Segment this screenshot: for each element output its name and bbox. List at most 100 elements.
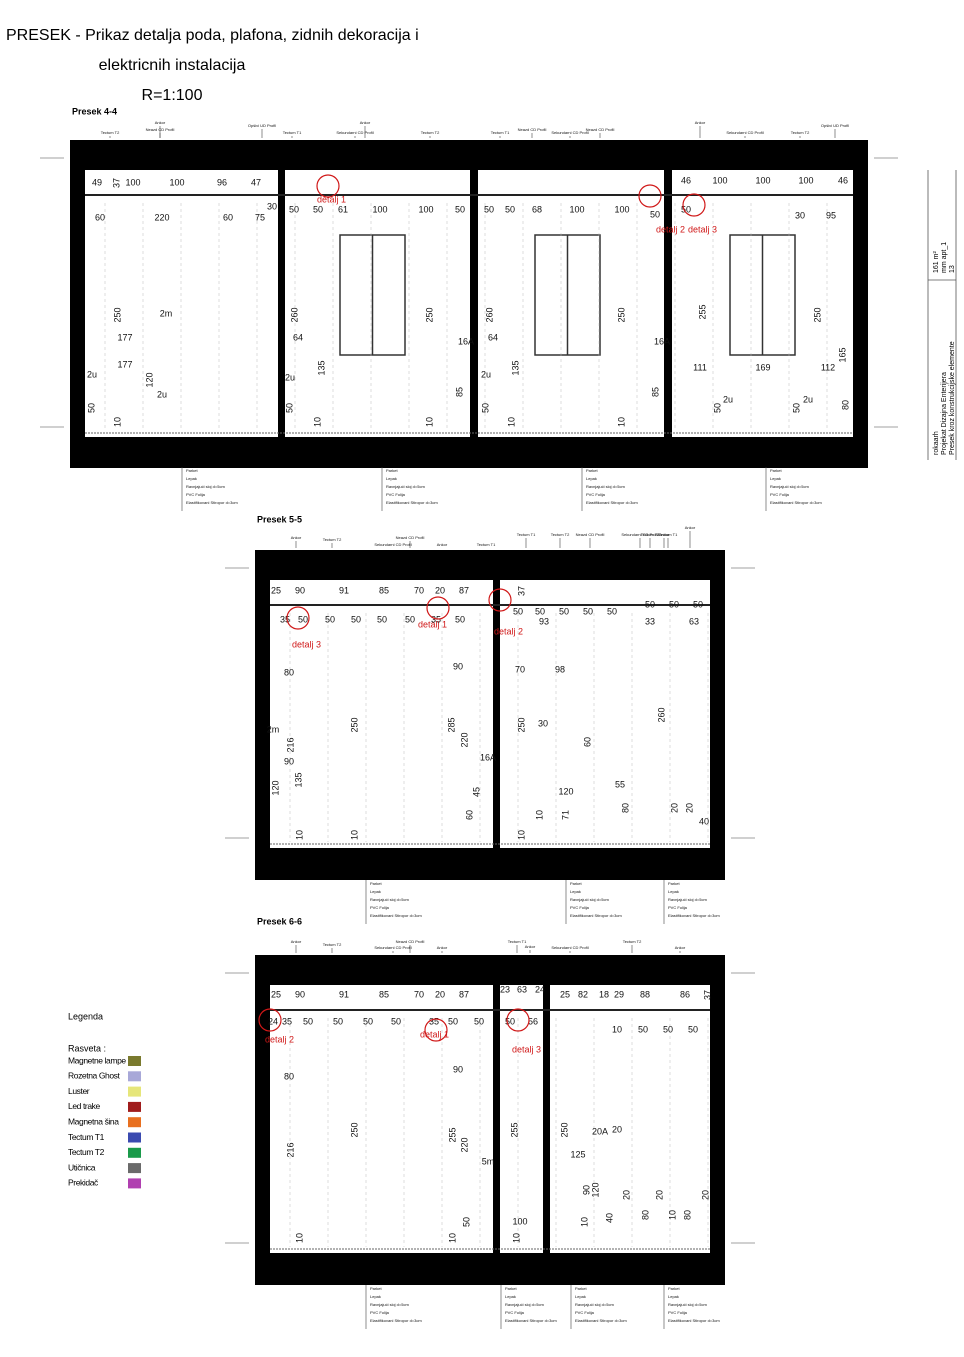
dimension-label: 80: [620, 803, 630, 813]
dimension-label: 80: [640, 1210, 650, 1220]
dimension-label: 10: [424, 417, 434, 427]
wall: [853, 140, 868, 468]
dimension-label: 220: [154, 212, 169, 222]
annotation: Ankor: [291, 535, 302, 540]
annotation: Tectum T2: [101, 130, 120, 135]
dimension-label: 16A: [480, 752, 496, 762]
dimension-label: 20: [669, 803, 679, 813]
dimension-label: 23: [500, 984, 510, 994]
dimension-label: 120: [144, 372, 154, 387]
legend-swatch: [128, 1056, 141, 1066]
legend-swatch: [128, 1117, 141, 1128]
dimension-label: 71: [560, 810, 570, 820]
dimension-label: 29: [614, 989, 624, 999]
dimension-label: 37: [702, 990, 712, 1000]
dimension-label: 10: [516, 830, 526, 840]
dimension-label: 2m: [267, 724, 280, 734]
floor-layer: Ravnjajući sloj d=5cm: [370, 1302, 409, 1307]
dimension-label: 37: [111, 178, 121, 188]
dimension-label: 82: [578, 989, 588, 999]
section-label: Presek 6-6: [257, 916, 302, 926]
dimension-label: 50: [535, 606, 545, 616]
floor-layer: Lepak: [505, 1294, 516, 1299]
dimension-label: 90: [284, 756, 294, 766]
annotation: Sekundarni CD Profil: [374, 945, 411, 950]
scale: R=1:100: [142, 87, 203, 104]
annotation: Tectum T2: [791, 130, 810, 135]
title-block-text: mm apt_1: [941, 242, 948, 273]
dimension-label: 30: [267, 201, 277, 211]
dimension-label: 135: [293, 772, 303, 787]
annotation: Neazd CD Profil: [518, 127, 547, 132]
dimension-label: 50: [461, 1217, 471, 1227]
dimension-label: 10: [447, 1233, 457, 1243]
detail-marker: [682, 193, 706, 217]
annotation: Neazd CD Profil: [396, 939, 425, 944]
dimension-label: 47: [251, 177, 261, 187]
dimension-label: 50: [333, 1016, 343, 1026]
annotation: Tectum T1: [517, 532, 536, 537]
dimension-label: 100: [169, 177, 184, 187]
dimension-label: 10: [579, 1217, 589, 1227]
floor-layer: PVC Folija: [370, 905, 390, 910]
dimension-label: 64: [293, 332, 303, 342]
dimension-label: 68: [532, 204, 542, 214]
floor-layer: PVC Folija: [370, 1310, 390, 1315]
dimension-label: 96: [217, 177, 227, 187]
dimension-label: 98: [555, 664, 565, 674]
dimension-label: 88: [640, 989, 650, 999]
dimension-label: 125: [570, 1149, 585, 1159]
wall: [664, 140, 672, 468]
detail-marker: [638, 184, 662, 208]
section-label: Presek 4-4: [72, 106, 117, 116]
dimension-label: 255: [509, 1122, 519, 1137]
floor-layer: Ravnjajući sloj d=5cm: [370, 897, 409, 902]
dimension-label: 50: [377, 614, 387, 624]
detail-label: detalj 2: [494, 626, 523, 636]
floor-layer: Lepak: [668, 1294, 679, 1299]
dimension-label: 112: [821, 362, 835, 372]
floor-layer: Ravnjajući sloj d=5cm: [668, 897, 707, 902]
dimension-label: 169: [755, 362, 770, 372]
dimension-label: 50: [363, 1016, 373, 1026]
dimension-label: 100: [569, 204, 584, 214]
dimension-label: 70: [515, 664, 525, 674]
annotation: Ankor: [437, 945, 448, 950]
dimension-label: 120: [590, 1182, 600, 1197]
annotation: Tectum T1: [477, 542, 496, 547]
dimension-label: 10: [612, 1024, 622, 1034]
dimension-label: 80: [284, 1071, 294, 1081]
dimension-label: 50: [303, 1016, 313, 1026]
ceiling-slab: [255, 955, 725, 985]
dimension-label: 50: [559, 606, 569, 616]
floor-layer: Lepak: [575, 1294, 586, 1299]
legend-label: Luster: [68, 1086, 90, 1096]
dimension-label: 50: [455, 204, 465, 214]
annotation: Tectum T1: [659, 532, 678, 537]
floor-layer: Lepak: [370, 1294, 381, 1299]
dimension-label: 100: [125, 177, 140, 187]
annotation: Ankor: [695, 120, 706, 125]
dimension-label: 50: [693, 599, 703, 609]
dimension-label: 100: [512, 1216, 527, 1226]
annotation: Neazd CD Profil: [396, 535, 425, 540]
dimension-label: 86: [680, 989, 690, 999]
dimension-label: 260: [289, 307, 299, 322]
annotation: Tectum T2: [323, 537, 342, 542]
wall: [255, 550, 270, 880]
dimension-label: 50: [583, 606, 593, 616]
detail-label: detalj 1: [317, 194, 346, 204]
dimension-label: 63: [689, 616, 699, 626]
annotation: Sekundarni CD Profil: [726, 130, 763, 135]
dimension-label: 20: [435, 989, 445, 999]
dimension-label: 20: [612, 1124, 622, 1134]
floor-layer: Ravnjajući sloj d=5cm: [386, 484, 425, 489]
dimension-label: 35: [429, 1016, 439, 1026]
annotation: Tectum T1: [283, 130, 302, 135]
dimension-label: 24: [268, 1016, 278, 1026]
wall: [710, 550, 725, 880]
dimension-label: 50: [405, 614, 415, 624]
annotation: Ankor: [659, 532, 670, 537]
dimension-label: 85: [379, 989, 389, 999]
